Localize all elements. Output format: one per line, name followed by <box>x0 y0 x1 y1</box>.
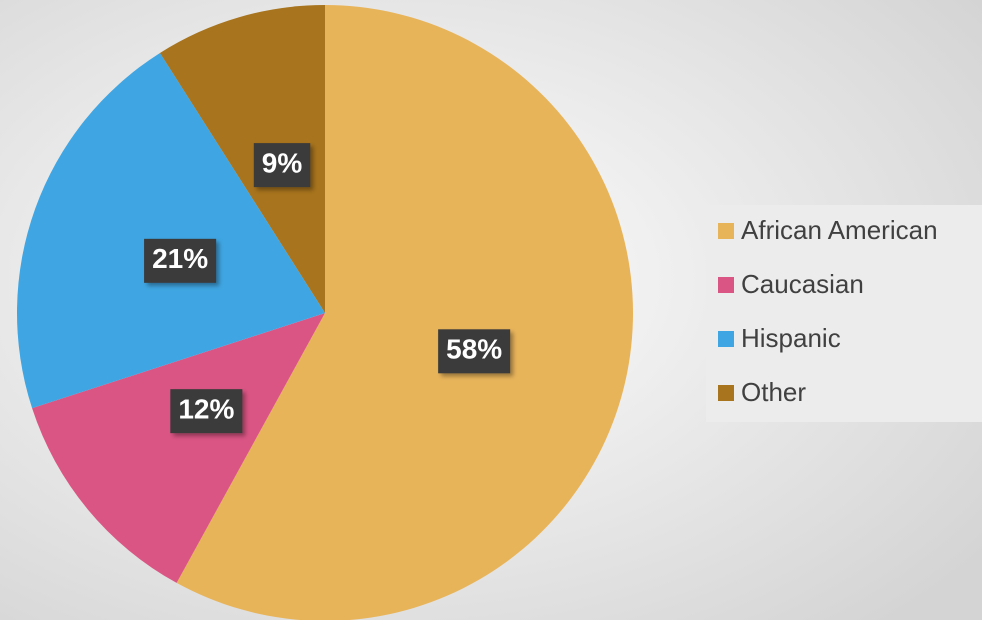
pie-slice <box>176 5 633 620</box>
legend-label: Hispanic <box>741 323 841 353</box>
pie-slice <box>159 5 325 313</box>
pie <box>17 5 633 620</box>
data-labels: 58% 12% 21% 9% <box>144 143 511 434</box>
legend-box <box>706 205 982 422</box>
legend-swatch <box>718 385 734 401</box>
data-label: 21% <box>152 243 208 274</box>
pie-slice <box>32 313 326 583</box>
legend-label: Caucasian <box>741 269 864 299</box>
data-label: 9% <box>262 148 303 179</box>
legend: African American Caucasian Hispanic Other <box>718 215 938 407</box>
data-label-box <box>438 329 511 374</box>
legend-swatch <box>718 223 734 239</box>
legend-swatch <box>718 331 734 347</box>
pie-slice <box>17 52 326 409</box>
data-label-box <box>170 389 243 434</box>
data-label-box <box>253 143 311 188</box>
legend-swatch <box>718 277 734 293</box>
legend-label: Other <box>741 377 806 407</box>
data-label: 12% <box>178 394 234 425</box>
data-label: 58% <box>446 334 502 365</box>
legend-label: African American <box>741 215 938 245</box>
data-label-box <box>144 238 217 283</box>
